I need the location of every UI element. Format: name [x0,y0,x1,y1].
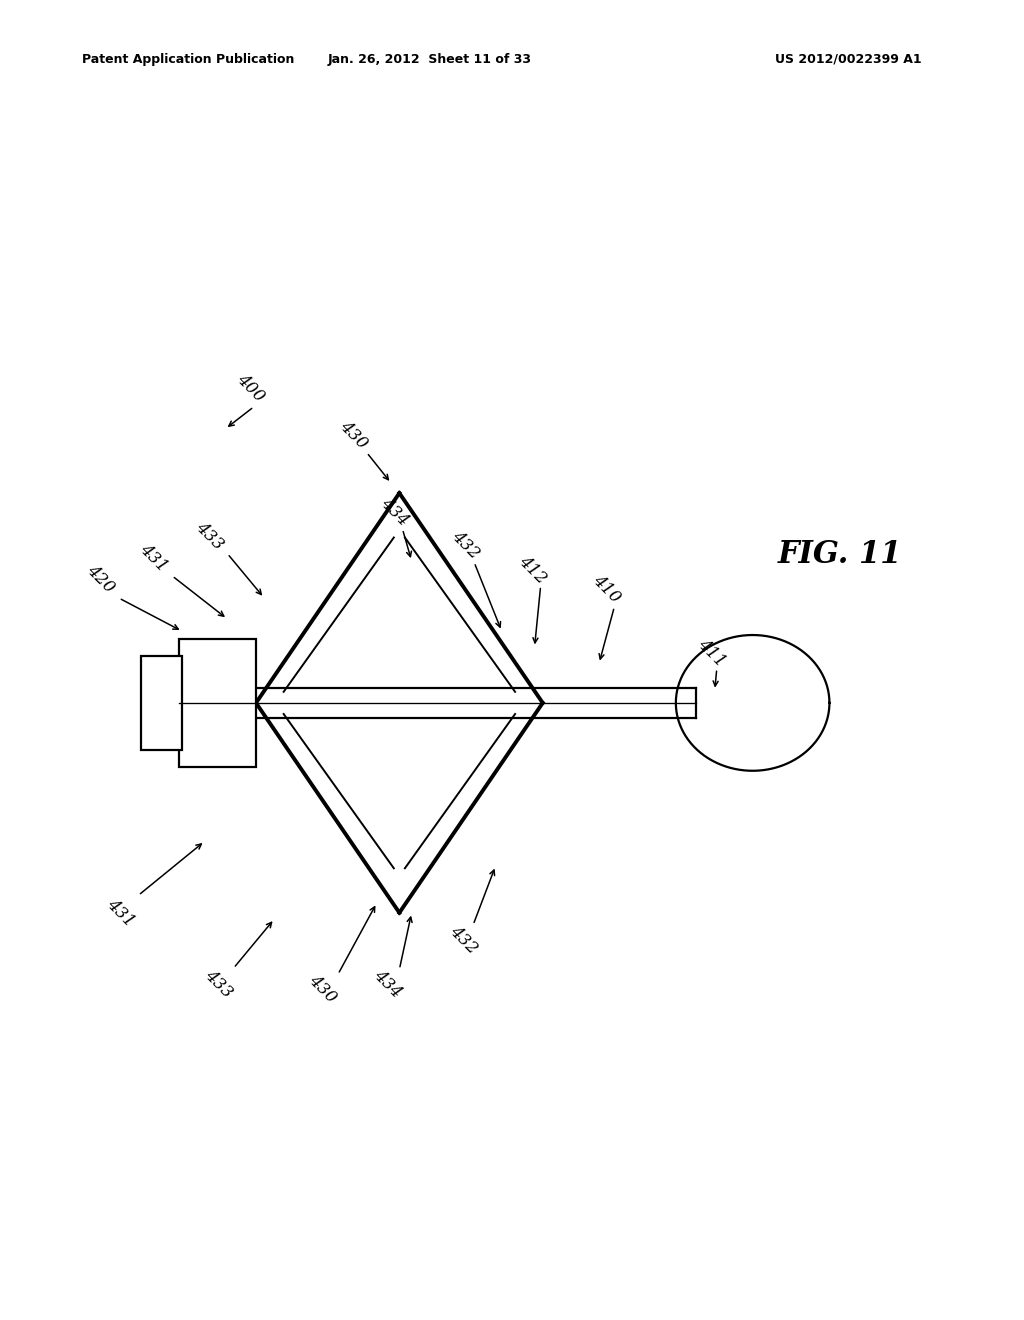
Text: 432: 432 [449,528,483,562]
Bar [141,656,182,750]
Bar [179,639,256,767]
Text: 431: 431 [103,895,138,931]
Text: 432: 432 [446,923,481,957]
Text: 420: 420 [83,562,118,597]
Text: US 2012/0022399 A1: US 2012/0022399 A1 [775,53,922,66]
Text: Patent Application Publication: Patent Application Publication [82,53,294,66]
Text: 434: 434 [370,968,404,1002]
Text: 430: 430 [336,418,371,453]
Text: 430: 430 [305,972,340,1007]
Text: 400: 400 [233,371,268,405]
Text: Jan. 26, 2012  Sheet 11 of 33: Jan. 26, 2012 Sheet 11 of 33 [328,53,532,66]
Text: FIG. 11: FIG. 11 [777,540,902,570]
Text: 411: 411 [694,636,729,671]
Text: 433: 433 [193,519,227,553]
Text: 433: 433 [201,968,236,1002]
Text: 431: 431 [136,541,171,576]
Text: 410: 410 [589,572,624,607]
Text: 412: 412 [515,552,550,587]
Text: 434: 434 [377,494,412,529]
